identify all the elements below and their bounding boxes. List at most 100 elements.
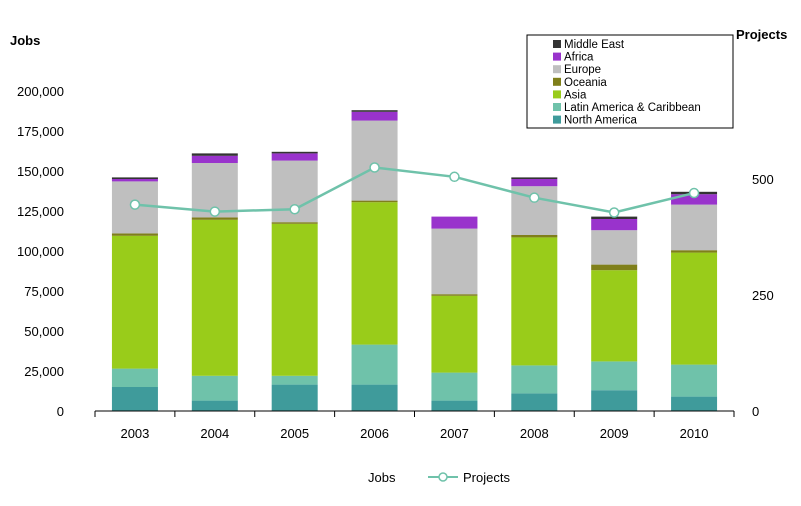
bar-segment-africa [511, 179, 558, 187]
legend-swatch [553, 77, 561, 86]
bar-segment-europe [351, 120, 398, 201]
bar-segment-latin-america-caribbean [351, 344, 398, 385]
legend-swatch [553, 65, 561, 74]
bar-segment-middle-east [591, 216, 638, 219]
right-tick-label: 250 [752, 288, 774, 303]
bar-segment-north-america [191, 400, 238, 411]
bar-segment-north-america [671, 396, 718, 411]
bar-segment-north-america [111, 387, 158, 411]
legend-label: Asia [564, 89, 587, 101]
bar-segment-oceania [111, 233, 158, 236]
projects-point [688, 187, 700, 199]
x-tick-label: 2008 [520, 426, 549, 441]
x-tick-label: 2005 [280, 426, 309, 441]
x-axis-ticks: 2003 2004 2005 2006 2007 2008 2009 2010 [94, 411, 735, 441]
x-tick-label: 2003 [120, 426, 149, 441]
bar-segment-oceania [191, 217, 238, 220]
projects-point [369, 162, 380, 173]
bar-segment-africa [191, 155, 238, 163]
right-tick-label: 0 [752, 404, 759, 419]
bar-segment-asia [431, 295, 478, 373]
x-tick-label: 2009 [600, 426, 629, 441]
bar-segment-africa [271, 153, 318, 161]
bar-segment-oceania [511, 235, 558, 238]
projects-line-path [134, 166, 695, 214]
legend-label: Oceania [564, 77, 607, 89]
bar-segment-latin-america-caribbean [111, 368, 158, 387]
bar-segment-oceania [671, 250, 718, 253]
left-tick-label: 75,000 [24, 284, 64, 299]
left-axis-ticks: 0 25,000 50,000 75,000 100,000 125,000 150,000… [17, 84, 64, 419]
legend-swatch [553, 90, 561, 99]
bar-segment-asia [111, 235, 158, 369]
bar-segment-north-america [351, 384, 398, 411]
legend-swatch [553, 103, 561, 111]
bar-segment-middle-east [111, 177, 158, 179]
right-axis-ticks: 0 250 500 [752, 172, 774, 419]
left-tick-label: 50,000 [24, 324, 64, 339]
bar-stack-group [111, 110, 718, 411]
x-tick-label: 2004 [200, 426, 229, 441]
bottom-legend-jobs-label: Jobs [368, 470, 396, 485]
bar-segment-oceania [271, 222, 318, 224]
left-tick-label: 175,000 [17, 124, 64, 139]
legend-swatch [553, 52, 561, 61]
bar-segment-latin-america-caribbean [591, 361, 638, 391]
right-axis-label: Projects [736, 27, 787, 42]
projects-point [129, 199, 141, 210]
bar-segment-africa [431, 216, 478, 229]
legend-swatch [553, 115, 561, 124]
left-tick-label: 100,000 [17, 244, 64, 259]
left-tick-label: 25,000 [24, 364, 64, 379]
bar-segment-europe [591, 230, 638, 265]
bar-segment-oceania [351, 200, 398, 203]
bar-segment-asia [191, 219, 238, 376]
bar-segment-asia [271, 223, 318, 376]
bar-segment-latin-america-caribbean [431, 372, 478, 401]
projects-line [129, 162, 700, 218]
bar-segment-oceania [431, 294, 478, 296]
bar-segment-middle-east [271, 151, 318, 154]
bar-segment-north-america [431, 400, 478, 411]
legend-label: Middle East [564, 39, 625, 51]
left-axis-label: Jobs [10, 33, 40, 48]
bar-segment-latin-america-caribbean [671, 364, 718, 397]
bar-segment-europe [671, 204, 718, 251]
bar-segment-north-america [271, 384, 318, 411]
legend-label: Europe [564, 64, 601, 76]
bar-segment-middle-east [511, 177, 558, 179]
bar-segment-latin-america-caribbean [271, 375, 318, 385]
bar-segment-africa [111, 179, 158, 182]
bar-segment-asia [591, 270, 638, 362]
left-tick-label: 150,000 [17, 164, 64, 179]
x-tick-label: 2007 [440, 426, 469, 441]
x-tick-label: 2010 [680, 426, 709, 441]
legend-swatch [553, 40, 561, 48]
bar-segment-middle-east [191, 153, 238, 156]
legend-label: Latin America & Caribbean [564, 102, 701, 114]
bar-segment-asia [671, 252, 718, 365]
projects-point [608, 207, 620, 218]
bar-segment-asia [511, 237, 558, 366]
bar-segment-oceania [591, 264, 638, 271]
bar-segment-middle-east [351, 110, 398, 112]
projects-point [449, 171, 460, 183]
bar-segment-north-america [511, 393, 558, 411]
bar-segment-latin-america-caribbean [511, 365, 558, 394]
x-tick-label: 2006 [360, 426, 389, 441]
bar-segment-africa [671, 194, 718, 205]
legend-box: Middle EastAfricaEuropeOceaniaAsiaLatin … [526, 34, 734, 129]
legend-label: North America [564, 115, 637, 127]
bar-segment-latin-america-caribbean [191, 375, 238, 401]
bar-segment-africa [351, 111, 398, 121]
bottom-legend-projects-label: Projects [463, 470, 510, 485]
bottom-legend-projects-marker-icon [438, 472, 448, 482]
left-tick-label: 125,000 [17, 204, 64, 219]
right-tick-label: 500 [752, 172, 774, 187]
bar-segment-europe [431, 228, 478, 295]
projects-point [209, 206, 221, 217]
legend-label: Africa [564, 52, 594, 64]
projects-point [289, 204, 300, 215]
bar-segment-africa [591, 219, 638, 231]
